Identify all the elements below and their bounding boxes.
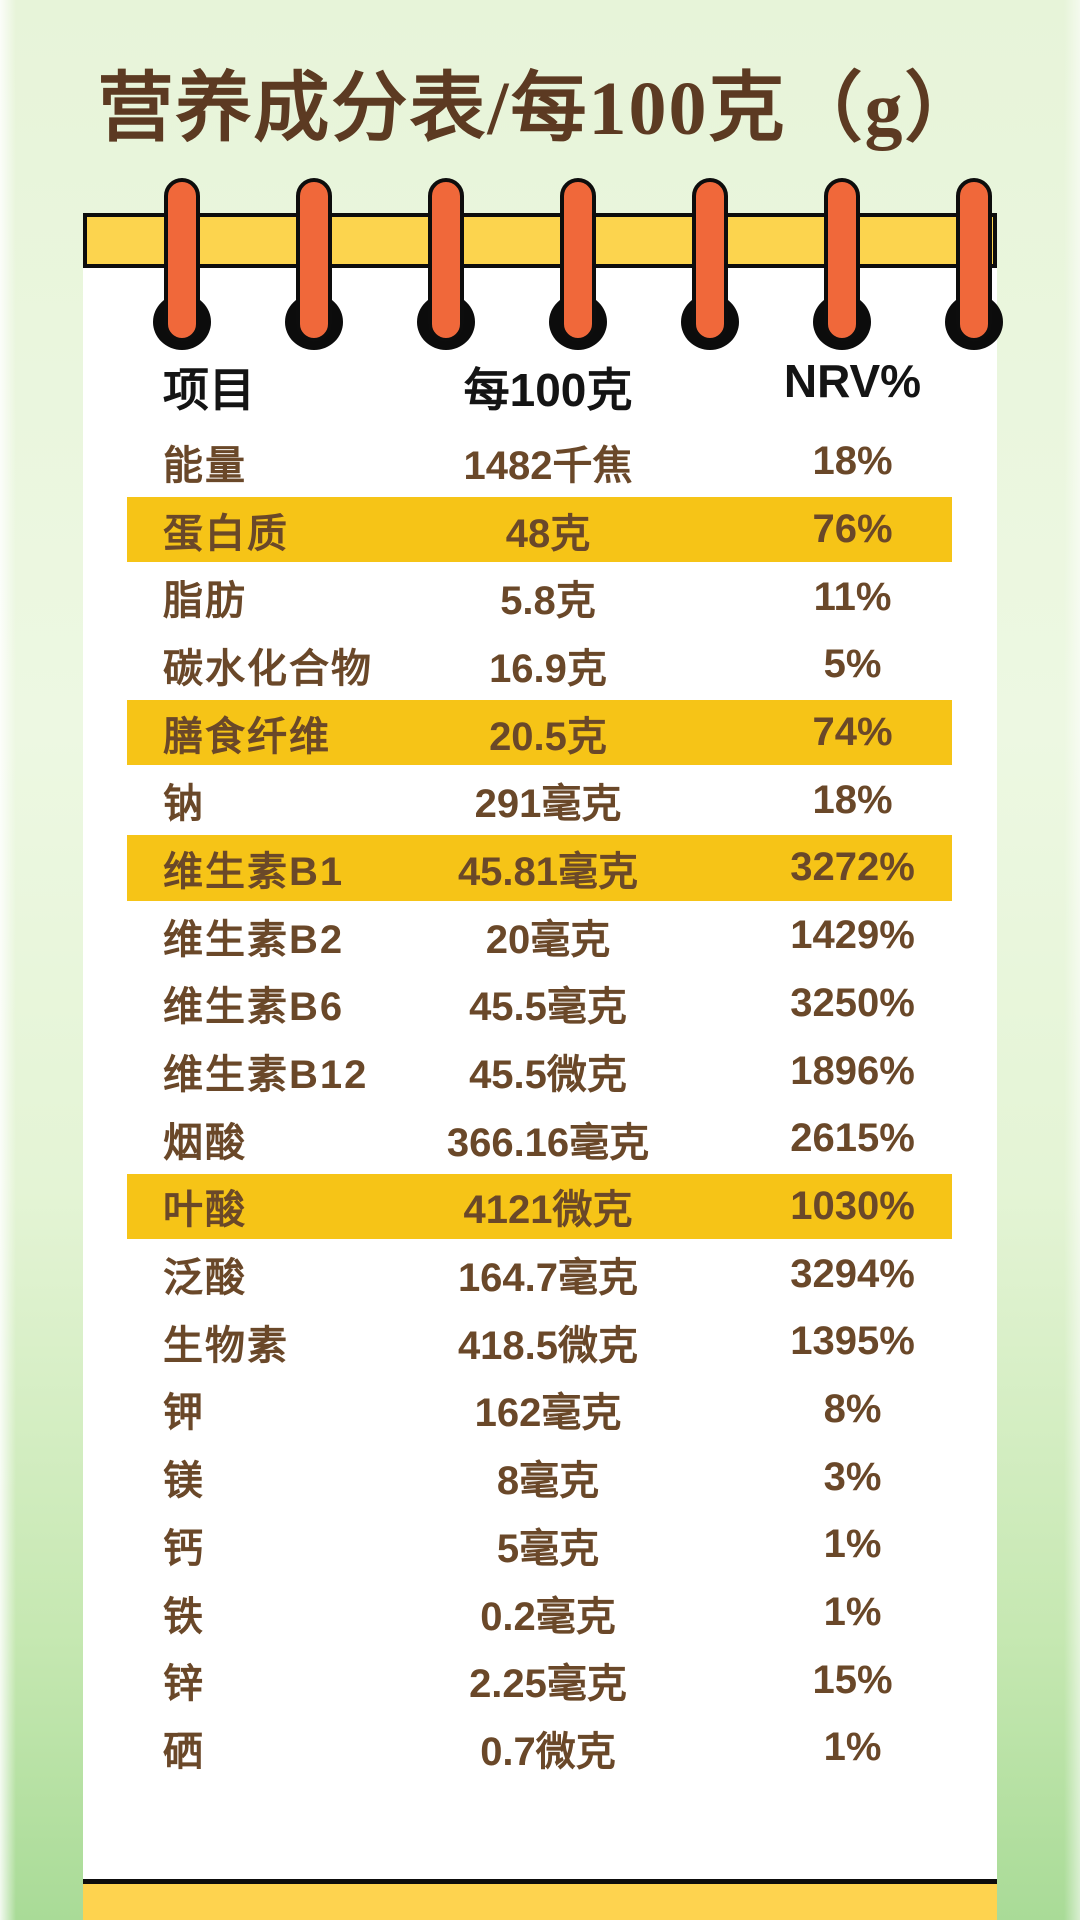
nutrient-label: 脂肪 [163, 579, 247, 624]
nutrient-label: 烟酸 [163, 1120, 247, 1165]
nutrient-value: 45.5微克 [469, 1053, 627, 1098]
nutrient-label: 镁 [163, 1459, 205, 1504]
binder-pin-icon [560, 178, 596, 342]
nutrient-label: 铁 [163, 1594, 205, 1639]
nutrient-label: 维生素B1 [163, 849, 345, 894]
column-header-per100g: 每100克 [463, 364, 633, 416]
table-row: 镁 8毫克 3% [83, 1443, 997, 1511]
nutrient-nrv: 1896% [790, 1048, 915, 1093]
nutrient-label: 泛酸 [163, 1256, 247, 1301]
nutrient-label: 钠 [163, 782, 205, 827]
table-row: 锌 2.25毫克 15% [83, 1646, 997, 1714]
column-header-item: 项目 [163, 364, 255, 416]
table-row: 脂肪 5.8克 11% [83, 563, 997, 631]
bottom-strip [83, 1879, 997, 1920]
nutrient-value: 5.8克 [500, 579, 596, 624]
table-row: 维生素B6 45.5毫克 3250% [83, 970, 997, 1038]
nutrient-nrv: 3% [823, 1454, 882, 1499]
nutrient-label: 维生素B12 [163, 1053, 369, 1098]
table-row: 铁 0.2毫克 1% [83, 1579, 997, 1647]
nutrient-label: 钾 [163, 1391, 205, 1436]
binder-pin-icon [296, 178, 332, 342]
nutrient-nrv: 1429% [790, 913, 915, 958]
table-row: 烟酸 366.16毫克 2615% [83, 1105, 997, 1173]
nutrient-label: 硒 [163, 1729, 205, 1774]
table-row: 蛋白质 48克 76% [83, 496, 997, 564]
binder-pin-icon [164, 178, 200, 342]
nutrient-nrv: 2615% [790, 1116, 915, 1161]
binder-pin-icon [824, 178, 860, 342]
table-row: 硒 0.7微克 1% [83, 1714, 997, 1782]
nutrient-value: 162毫克 [474, 1391, 622, 1436]
nutrient-value: 366.16毫克 [446, 1120, 650, 1165]
table-row: 维生素B12 45.5微克 1896% [83, 1037, 997, 1105]
table-row: 碳水化合物 16.9克 5% [83, 631, 997, 699]
nutrient-nrv: 1030% [790, 1183, 915, 1228]
column-header-nrv: NRV% [783, 355, 922, 407]
nutrient-value: 0.2毫克 [480, 1594, 616, 1639]
nutrient-label: 叶酸 [163, 1188, 247, 1233]
nutrient-nrv: 74% [812, 710, 893, 755]
table-row: 能量 1482千焦 18% [83, 428, 997, 496]
table-row: 维生素B1 45.81毫克 3272% [83, 834, 997, 902]
nutrient-value: 20.5克 [489, 714, 607, 759]
binder-pin-icon [428, 178, 464, 342]
table-body: 能量 1482千焦 18% 蛋白质 48克 76% 脂肪 5.8克 11% 碳水… [83, 428, 997, 1782]
nutrient-nrv: 3272% [790, 845, 915, 890]
table-row: 维生素B2 20毫克 1429% [83, 902, 997, 970]
nutrient-nrv: 5% [823, 642, 882, 687]
nutrient-nrv: 3250% [790, 980, 915, 1025]
nutrient-label: 锌 [163, 1662, 205, 1707]
nutrient-label: 碳水化合物 [163, 646, 373, 691]
nutrient-value: 16.9克 [489, 646, 607, 691]
table-row: 钾 162毫克 8% [83, 1376, 997, 1444]
nutrient-value: 45.5毫克 [469, 985, 627, 1030]
nutrient-label: 生物素 [163, 1323, 289, 1368]
nutrient-value: 1482千焦 [463, 443, 633, 488]
nutrient-nrv: 18% [812, 439, 893, 484]
table-row: 钙 5毫克 1% [83, 1511, 997, 1579]
page-title: 营养成分表/每100克（g） [97, 67, 983, 151]
nutrient-nrv: 76% [812, 507, 893, 552]
nutrient-value: 418.5微克 [457, 1323, 639, 1368]
nutrient-nrv: 1% [823, 1725, 882, 1770]
nutrient-value: 45.81毫克 [457, 849, 639, 894]
nutrient-nrv: 15% [812, 1657, 893, 1702]
nutrient-value: 0.7微克 [480, 1729, 616, 1774]
table-row: 生物素 418.5微克 1395% [83, 1308, 997, 1376]
nutrient-value: 2.25毫克 [469, 1662, 627, 1707]
nutrient-label: 蛋白质 [163, 511, 289, 556]
nutrient-value: 4121微克 [463, 1188, 633, 1233]
table-row: 钠 291毫克 18% [83, 766, 997, 834]
nutrient-value: 48克 [505, 511, 591, 556]
nutrient-nrv: 8% [823, 1386, 882, 1431]
nutrient-nrv: 1% [823, 1522, 882, 1567]
nutrient-nrv: 1395% [790, 1319, 915, 1364]
nutrient-label: 维生素B6 [163, 985, 345, 1030]
nutrition-card: 项目 每100克 NRV% 能量 1482千焦 18% 蛋白质 48克 76% … [83, 214, 997, 1879]
table-row: 泛酸 164.7毫克 3294% [83, 1240, 997, 1308]
nutrient-nrv: 18% [812, 777, 893, 822]
nutrient-nrv: 11% [813, 574, 892, 619]
nutrient-nrv: 1% [823, 1590, 882, 1635]
nutrient-value: 5毫克 [496, 1526, 600, 1571]
binder-pin-icon [956, 178, 992, 342]
nutrient-value: 8毫克 [496, 1459, 600, 1504]
nutrient-nrv: 3294% [790, 1251, 915, 1296]
nutrient-label: 能量 [163, 443, 247, 488]
table-row: 膳食纤维 20.5克 74% [83, 699, 997, 767]
nutrient-value: 291毫克 [474, 782, 622, 827]
nutrient-label: 膳食纤维 [163, 714, 331, 759]
nutrient-value: 20毫克 [485, 917, 611, 962]
binder-pin-icon [692, 178, 728, 342]
nutrient-label: 维生素B2 [163, 917, 345, 962]
nutrient-label: 钙 [163, 1526, 205, 1571]
nutrient-value: 164.7毫克 [457, 1256, 639, 1301]
table-row: 叶酸 4121微克 1030% [83, 1173, 997, 1241]
table-header-row: 项目 每100克 NRV% [83, 354, 997, 420]
